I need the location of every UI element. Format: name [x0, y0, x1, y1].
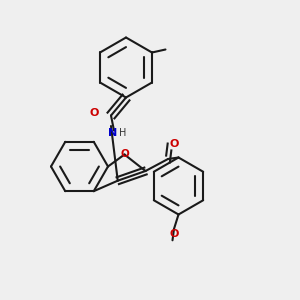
Text: O: O — [120, 148, 129, 159]
Text: H: H — [119, 128, 126, 138]
Text: O: O — [169, 139, 179, 149]
Text: N: N — [108, 128, 117, 138]
Text: O: O — [169, 229, 179, 239]
Text: O: O — [90, 107, 99, 118]
